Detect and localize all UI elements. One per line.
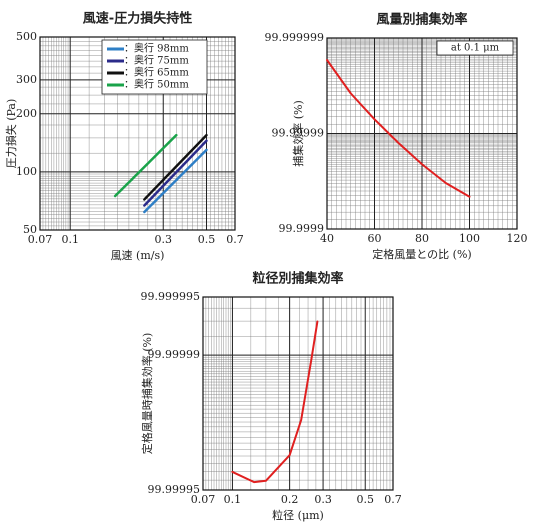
x-axis-label: 風速 (m/s): [111, 249, 165, 262]
y-tick-label: 99.999995: [141, 290, 201, 303]
y-tick-label: 99.99995: [148, 483, 201, 496]
x-tick-label: 0.1: [224, 493, 242, 506]
y-axis-label: 圧力損失 (Pa): [4, 99, 18, 169]
x-tick-label: 0.5: [356, 493, 374, 506]
legend-label: ：奥行 98mm: [124, 42, 189, 55]
x-tick-label: 0.07: [28, 233, 53, 246]
data-line: [143, 133, 208, 201]
annotation-box: [436, 40, 514, 56]
x-tick-label: 0.7: [384, 493, 402, 506]
data-line: [113, 133, 178, 198]
data-line: [143, 139, 208, 207]
x-tick-label: 0.5: [198, 233, 216, 246]
x-tick-label: 0.07: [191, 493, 216, 506]
legend-label: ：奥行 75mm: [124, 54, 189, 67]
x-tick-label: 0.1: [61, 233, 79, 246]
x-tick-label: 0.3: [314, 493, 332, 506]
y-tick-label: 50: [23, 223, 37, 236]
x-tick-label: 0.3: [154, 233, 172, 246]
y-tick-label: 300: [16, 73, 37, 86]
y-tick-label: 99.9999: [279, 222, 325, 235]
chart-title: 風速-圧力損失持性: [83, 11, 192, 27]
x-axis-label: 粒径 (μm): [272, 508, 324, 522]
x-tick-label: 0.7: [226, 233, 244, 246]
plot-frame: [326, 37, 518, 230]
x-tick-label: 80: [415, 232, 429, 245]
y-tick-label: 99.99999: [272, 127, 325, 140]
y-tick-label: 100: [16, 165, 37, 178]
y-tick-label: 200: [16, 107, 37, 120]
legend-label: ：奥行 65mm: [124, 66, 189, 79]
x-tick-label: 40: [320, 232, 334, 245]
y-axis-label: 捕集効率 (%): [291, 100, 305, 167]
annotation: at 0.1 μm: [451, 43, 500, 54]
plot-frame: [202, 296, 394, 491]
x-axis-label: 定格風量との比 (%): [372, 247, 471, 261]
chart-title: 風量別捕集効率: [376, 12, 467, 28]
plot-area: [203, 297, 393, 490]
legend-label: ：奥行 50mm: [124, 78, 189, 91]
data-line: [143, 148, 208, 214]
chart-title: 粒径別捕集効率: [252, 271, 343, 287]
x-tick-label: 120: [507, 232, 528, 245]
plot-frame: [39, 36, 236, 231]
y-axis-label: 定格風量時捕集効率 (%): [140, 333, 154, 455]
x-tick-label: 0.2: [281, 493, 299, 506]
x-tick-label: 100: [459, 232, 480, 245]
y-tick-label: 99.99999: [148, 348, 201, 361]
y-tick-label: 500: [16, 30, 37, 43]
y-tick-label: 99.999999: [265, 31, 325, 44]
x-tick-label: 60: [368, 232, 382, 245]
data-line: [231, 320, 319, 484]
data-line: [326, 59, 471, 198]
